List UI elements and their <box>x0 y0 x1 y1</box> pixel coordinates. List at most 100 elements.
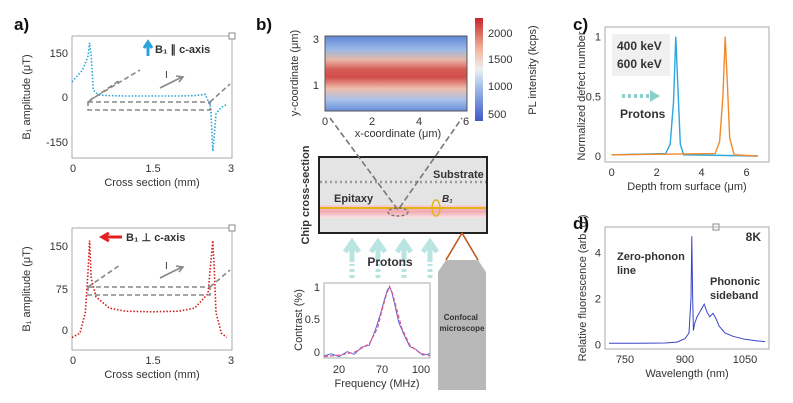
y-tick: 75 <box>56 284 68 296</box>
y-tick: 1 <box>313 80 319 92</box>
x-tick: 4 <box>416 116 422 128</box>
panel-a-top-plot: B₁ amplitude (μT) Cross section (mm) 150… <box>21 32 236 189</box>
odmr-fit-curve <box>323 284 431 358</box>
panel-c-plot: Normalized defect number Depth from surf… <box>576 26 770 193</box>
pl-map-frame <box>324 35 468 112</box>
inset-mark: I <box>165 261 168 272</box>
inset-mark: I <box>165 70 168 81</box>
x-axis-label: Depth from surface (μm) <box>627 181 746 193</box>
pl-map: y-coordinate (μm) 3 1 0 2 4 6 x-coordina… <box>289 18 539 140</box>
x-tick: 70 <box>376 364 388 376</box>
y-tick: 1 <box>595 32 601 44</box>
pl-map-image <box>325 36 467 111</box>
x-axis-label: Wavelength (nm) <box>645 368 728 380</box>
x-axis-label: Cross section (mm) <box>104 369 199 381</box>
x-tick: 3 <box>228 355 234 367</box>
beam-lines <box>445 232 479 261</box>
y-tick: -150 <box>46 137 68 149</box>
x-tick: 100 <box>412 364 430 376</box>
y-tick: 150 <box>50 241 68 253</box>
up-arrow-icon <box>394 237 414 262</box>
arrow-icon <box>159 265 185 279</box>
resize-handle-icon <box>228 224 236 232</box>
resize-handle-icon <box>228 32 236 40</box>
protons-annotation: Protons <box>620 107 666 121</box>
zoom-lines <box>329 117 463 212</box>
x-tick: 0 <box>70 355 76 367</box>
spectrum-line <box>609 236 766 344</box>
microscope-body <box>438 260 486 390</box>
series-line <box>611 36 758 157</box>
arrow-icon <box>159 75 185 89</box>
y-tick: 3 <box>313 34 319 46</box>
confocal-microscope: Confocal microscope <box>438 232 486 390</box>
sideband-line2: sideband <box>710 290 758 302</box>
plot-frame <box>604 226 770 350</box>
panel-label-a: a) <box>14 15 29 34</box>
panel-label-b: b) <box>256 15 272 34</box>
y-tick: 0.5 <box>305 314 320 326</box>
y-tick: 0 <box>62 92 68 104</box>
y-axis-label: B₁ amplitude (μT) <box>21 54 33 139</box>
right-arrow-icon <box>650 90 660 102</box>
up-arrow-icon <box>368 237 388 262</box>
panel-label-c: c) <box>573 15 588 34</box>
b1-field-icon <box>431 199 441 217</box>
b1-parallel-curve <box>71 42 228 152</box>
x-tick: 2 <box>654 167 660 179</box>
y-tick: 150 <box>50 48 68 60</box>
up-arrow-icon <box>420 237 440 262</box>
colorbar-tick: 500 <box>488 109 506 121</box>
y-tick: 0.5 <box>586 91 601 103</box>
proton-arrows: Protons <box>342 237 440 278</box>
y-tick: 4 <box>595 247 601 259</box>
x-tick: 6 <box>463 116 469 128</box>
chip-body <box>318 156 488 234</box>
x-tick: 6 <box>743 167 749 179</box>
temperature-label: 8K <box>746 230 762 244</box>
focus-spot <box>387 207 409 217</box>
y-axis-label: B₁ amplitude (μT) <box>21 246 33 331</box>
legend-entry: 400 keV <box>617 39 662 53</box>
x-axis-label: Frequency (MHz) <box>335 378 420 390</box>
x-tick: 0 <box>609 167 615 179</box>
y-axis-label: Normalized defect number <box>576 31 588 160</box>
substrate-label: Substrate <box>433 169 484 181</box>
y-axis-label: Relative fluorescence (arb. u.) <box>577 215 589 362</box>
x-axis-label: x-coordinate (μm) <box>355 128 441 140</box>
y-tick: 2 <box>595 293 601 305</box>
zpl-line2: line <box>617 265 636 277</box>
b1-label: B₁ <box>442 194 453 205</box>
legend-label: B₁ ∥ c-axis <box>155 44 210 56</box>
colorbar-label: PL intensity (kcps) <box>527 25 539 114</box>
arrow-tails <box>349 264 433 278</box>
sample-sketch <box>87 69 231 111</box>
y-axis-label: Contrast (%) <box>293 289 305 351</box>
series-line <box>611 36 758 157</box>
sideband-line1: Phononic <box>710 276 760 288</box>
x-tick: 2 <box>369 116 375 128</box>
protons-label: Protons <box>367 255 413 269</box>
x-tick: 1.5 <box>145 355 160 367</box>
colorbar-tick: 2000 <box>488 28 512 40</box>
b1-perpendicular-curve <box>71 240 228 339</box>
x-tick: 1050 <box>733 354 757 366</box>
y-tick: 1 <box>314 282 320 294</box>
x-tick: 3 <box>228 163 234 175</box>
x-axis-label: Cross section (mm) <box>104 177 199 189</box>
panel-label-d: d) <box>573 214 589 233</box>
chip-cross-section: Substrate Epitaxy Chip cross-section B₁ <box>300 117 488 245</box>
up-arrow-icon <box>342 237 362 262</box>
legend-entry: 600 keV <box>617 57 662 71</box>
colorbar <box>475 18 483 121</box>
y-tick: 0 <box>62 325 68 337</box>
x-tick: 20 <box>333 364 345 376</box>
legend-box <box>612 34 670 76</box>
y-tick: 0 <box>595 151 601 163</box>
colorbar-tick: 1000 <box>488 81 512 93</box>
sample-sketch <box>87 264 231 296</box>
sideband-annotation: Phononic sideband <box>710 276 763 302</box>
microscope-label-line1: Confocal <box>444 313 478 322</box>
plot-frame <box>604 26 770 163</box>
